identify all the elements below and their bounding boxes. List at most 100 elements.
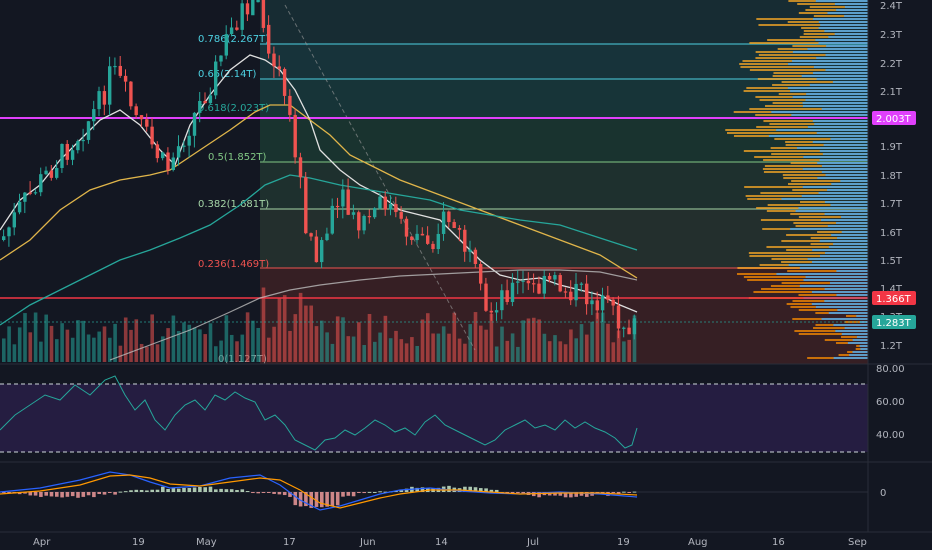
y-tick: 2.4T [880, 1, 903, 12]
profile-bar-up [791, 180, 868, 182]
macd-hist-bar [479, 488, 483, 492]
candle-body [208, 95, 213, 104]
volume-bar [574, 338, 578, 362]
candle-body [447, 211, 451, 223]
macd-hist-bar [171, 487, 176, 492]
profile-bar-down [827, 12, 868, 14]
rsi-tick: 60.00 [876, 397, 905, 408]
macd-hist-bar [304, 492, 308, 507]
candle-body [192, 112, 197, 136]
profile-bar-down [825, 174, 868, 176]
rsi-tick: 80.00 [876, 364, 905, 375]
profile-bar-down [815, 0, 868, 2]
volume-bar [235, 341, 239, 362]
volume-bars [2, 287, 637, 362]
candle-body [55, 167, 59, 178]
fib-label: 0.382(1.681T) [198, 199, 269, 210]
volume-bar [97, 331, 101, 362]
volume-bar [256, 327, 260, 362]
volume-bar [92, 337, 96, 362]
candle-body [2, 236, 6, 240]
profile-bar-up [758, 54, 868, 56]
profile-bar-down [802, 168, 868, 170]
candle-body [574, 283, 578, 301]
macd-hist-bar [383, 491, 388, 493]
volume-bar [7, 326, 11, 362]
profile-bar-down [821, 108, 868, 110]
candle-body [542, 275, 546, 294]
volume-bar [23, 313, 27, 362]
profile-bar-down [833, 357, 868, 359]
volume-bar [521, 320, 525, 362]
profile-bar-down [852, 351, 868, 353]
candle-body [341, 189, 345, 207]
profile-bar-down [849, 354, 868, 356]
candle-body [367, 215, 372, 218]
macd-hist-bar [537, 492, 541, 498]
profile-bar-down [837, 309, 868, 311]
profile-bar-down [796, 147, 868, 149]
macd-hist-bar [611, 492, 616, 493]
macd-hist-bar [447, 485, 451, 492]
profile-bar-down [820, 24, 868, 26]
profile-bar-down [820, 219, 868, 221]
macd-hist-bar [92, 492, 96, 498]
profile-bar-down [821, 165, 868, 167]
profile-bar-down [817, 177, 868, 179]
volume-bar [357, 322, 361, 362]
macd-hist [2, 485, 637, 508]
volume-bar [176, 330, 181, 362]
candle-body [198, 100, 202, 113]
macd-hist-bar [341, 492, 345, 497]
profile-bar-down [840, 180, 868, 182]
profile-bar-up [755, 57, 868, 59]
fib-labels: 0.786(2.267T) 0.65(2.14T) 0.618(2.023T) … [198, 34, 269, 365]
profile-bar-down [815, 306, 868, 308]
macd-hist-bar [39, 492, 43, 497]
profile-bar-down [802, 105, 868, 107]
volume-bar [489, 313, 494, 362]
candle-body [616, 305, 621, 329]
candle-body [399, 212, 403, 219]
profile-bar-down [819, 255, 868, 257]
x-tick: 17 [283, 537, 296, 548]
volume-bar [606, 323, 610, 362]
profile-bar-down [829, 282, 868, 284]
volume-bar [468, 324, 472, 362]
volume-bar [479, 325, 483, 362]
x-tick: Aug [688, 537, 708, 548]
candle-body [129, 81, 133, 107]
macd-hist-bar [489, 489, 494, 492]
candle-body [282, 68, 287, 96]
candle-body [420, 233, 425, 236]
candle-body [479, 264, 483, 284]
fib-zone-top [260, 0, 868, 44]
profile-bar-up [797, 3, 868, 5]
macd-hist-bar [166, 488, 170, 492]
y-tick: 1.8T [880, 171, 903, 182]
profile-bar-up [809, 6, 868, 8]
candle-body [500, 290, 504, 311]
candle-body [611, 299, 615, 306]
candle-body [155, 144, 160, 159]
y-tick: 1.4T [880, 284, 903, 295]
profile-bar-down [792, 96, 868, 98]
volume-bar [341, 317, 345, 362]
macd-hist-bar [44, 492, 48, 496]
volume-bar [563, 344, 568, 362]
macd-hist-bar [616, 492, 621, 494]
x-tick: Apr [33, 537, 51, 548]
macd-hist-bar [579, 492, 584, 496]
profile-bar-down [822, 153, 868, 155]
candle-body [521, 280, 525, 282]
y-tick: 1.5T [880, 256, 903, 267]
profile-bar-down [806, 93, 868, 95]
profile-bar-down [812, 72, 868, 74]
y-tick: 2.2T [880, 59, 903, 70]
macd-hist-bar [484, 488, 488, 492]
macd-hist-bar [145, 490, 149, 492]
volume-bar [76, 320, 80, 362]
tag-1283-bg [872, 315, 916, 329]
candle-body [118, 65, 122, 76]
fib-zone-6 [260, 209, 868, 268]
